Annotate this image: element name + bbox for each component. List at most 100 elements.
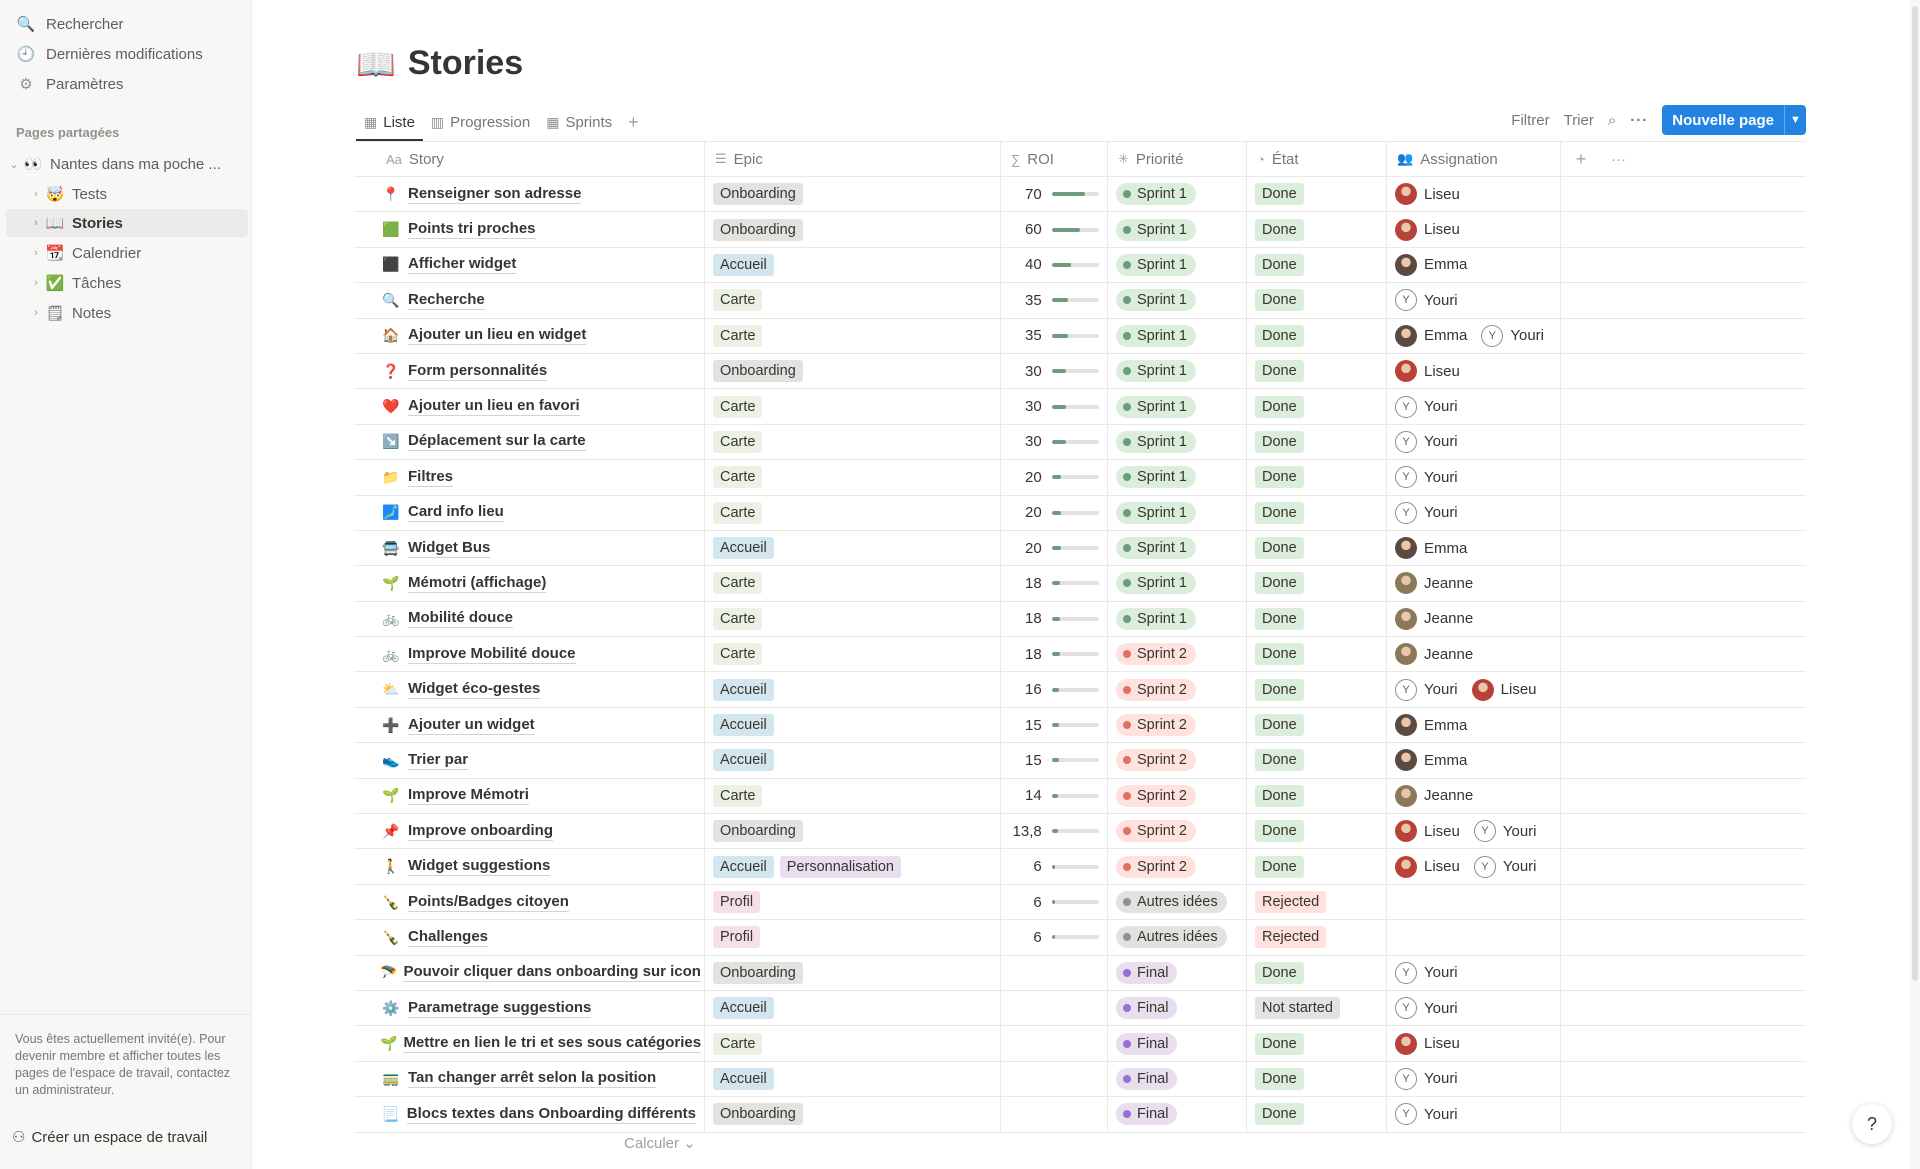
table-row[interactable]: 🟩 Points tri proches Onboarding 60 Sprint 1 D… [354, 212, 1806, 248]
table-row[interactable]: 👟 Trier par Accueil 15 Sprint 2 Done Emma [354, 743, 1806, 779]
priority-cell[interactable]: Sprint 1 [1108, 177, 1247, 212]
sort-button[interactable]: Trier [1563, 111, 1594, 129]
roi-cell[interactable]: 35 [1001, 283, 1108, 318]
status-cell[interactable]: Not started [1247, 990, 1387, 1026]
priority-cell[interactable]: Sprint 1 [1108, 566, 1247, 601]
roi-cell[interactable]: 13,8 [1001, 814, 1108, 849]
story-title[interactable]: Trier par [408, 750, 469, 770]
assignee-cell[interactable]: Emma [1387, 247, 1561, 283]
assignee-cell[interactable]: Jeanne [1387, 601, 1561, 637]
status-cell[interactable]: Done [1247, 955, 1387, 990]
priority-cell[interactable]: Sprint 2 [1108, 743, 1247, 778]
status-cell[interactable]: Done [1247, 672, 1387, 707]
story-cell[interactable]: 🚶 Widget suggestions [354, 849, 705, 884]
story-cell[interactable]: 🌱 Mémotri (affichage) [354, 566, 705, 601]
priority-cell[interactable]: Sprint 2 [1108, 672, 1247, 707]
table-row[interactable]: 🔍 Recherche Carte 35 Sprint 1 Done Y Youri [354, 283, 1806, 319]
table-row[interactable]: 🪂 Pouvoir cliquer dans onboarding sur ico… [354, 955, 1806, 991]
story-cell[interactable]: 🚲 Mobilité douce [354, 601, 705, 637]
story-cell[interactable]: 🍾 Challenges [354, 920, 705, 955]
status-cell[interactable]: Done [1247, 318, 1387, 353]
assignee-cell[interactable]: Y Youri [1387, 460, 1561, 495]
status-cell[interactable]: Done [1247, 530, 1387, 566]
story-cell[interactable]: 👟 Trier par [354, 743, 705, 778]
table-row[interactable]: 🌱 Mettre en lien le tri et ses sous catég… [354, 1026, 1806, 1062]
story-cell[interactable]: 🌱 Improve Mémotri [354, 778, 705, 814]
sidebar-item-calendrier[interactable]: › 📆 Calendrier [6, 239, 248, 267]
roi-cell[interactable]: 14 [1001, 778, 1108, 814]
story-cell[interactable]: 🍾 Points/Badges citoyen [354, 884, 705, 920]
epic-cell[interactable]: Onboarding [705, 177, 1001, 212]
table-row[interactable]: 📁 Filtres Carte 20 Sprint 1 Done Y Youri [354, 460, 1806, 496]
story-cell[interactable]: 📃 Blocs textes dans Onboarding différents [354, 1097, 705, 1132]
priority-cell[interactable]: Final [1108, 1026, 1247, 1061]
roi-cell[interactable] [1001, 990, 1108, 1026]
table-row[interactable]: ➕ Ajouter un widget Accueil 15 Sprint 2 Done E… [354, 707, 1806, 744]
story-title[interactable]: Improve Mobilité douce [408, 644, 576, 664]
story-cell[interactable]: 🏠 Ajouter un lieu en widget [354, 318, 705, 353]
story-cell[interactable]: ➕ Ajouter un widget [354, 707, 705, 743]
roi-cell[interactable]: 60 [1001, 212, 1108, 247]
status-cell[interactable]: Done [1247, 353, 1387, 389]
story-title[interactable]: Card info lieu [408, 503, 504, 523]
epic-cell[interactable]: Carte [705, 495, 1001, 530]
epic-cell[interactable]: Carte [705, 566, 1001, 601]
chevron-down-icon[interactable]: ▼ [1784, 105, 1806, 135]
priority-cell[interactable]: Autres idées [1108, 884, 1247, 920]
roi-cell[interactable]: 6 [1001, 920, 1108, 955]
status-cell[interactable]: Done [1247, 1026, 1387, 1061]
table-row[interactable]: 🚲 Mobilité douce Carte 18 Sprint 1 Done Jeann… [354, 601, 1806, 638]
new-page-label[interactable]: Nouvelle page [1672, 111, 1774, 129]
assignee-cell[interactable]: Liseu [1387, 177, 1561, 212]
roi-cell[interactable]: 6 [1001, 884, 1108, 920]
page-title[interactable]: 📖 Stories [356, 44, 523, 83]
column-roi[interactable]: ∑ ROI [1001, 142, 1108, 176]
epic-cell[interactable]: Carte [705, 424, 1001, 460]
story-cell[interactable]: 🚲 Improve Mobilité douce [354, 637, 705, 672]
priority-cell[interactable]: Sprint 2 [1108, 778, 1247, 814]
priority-cell[interactable]: Sprint 1 [1108, 601, 1247, 637]
epic-cell[interactable]: Carte [705, 318, 1001, 353]
story-cell[interactable]: 🪂 Pouvoir cliquer dans onboarding sur ico… [354, 955, 705, 990]
priority-cell[interactable]: Sprint 1 [1108, 283, 1247, 318]
epic-cell[interactable]: Accueil [705, 743, 1001, 778]
assignee-cell[interactable]: Y Youri [1387, 1097, 1561, 1132]
table-row[interactable]: 📃 Blocs textes dans Onboarding différents… [354, 1097, 1806, 1133]
status-cell[interactable]: Done [1247, 637, 1387, 672]
priority-cell[interactable]: Sprint 2 [1108, 814, 1247, 849]
sidebar-item-nantes[interactable]: ⌄ 👀 Nantes dans ma poche ... [6, 150, 248, 178]
assignee-cell[interactable]: Liseu [1387, 212, 1561, 247]
priority-cell[interactable]: Final [1108, 1061, 1247, 1097]
assignee-cell[interactable]: Liseu [1387, 353, 1561, 389]
column-story[interactable]: Aa Story [354, 142, 705, 176]
tab-sprints[interactable]: ▦ Sprints [538, 104, 620, 140]
status-cell[interactable]: Rejected [1247, 920, 1387, 955]
priority-cell[interactable]: Sprint 1 [1108, 530, 1247, 566]
table-row[interactable]: 🚍 Widget Bus Accueil 20 Sprint 1 Done Emma [354, 530, 1806, 567]
assignee-cell[interactable]: Y Youri [1387, 283, 1561, 318]
roi-cell[interactable] [1001, 1097, 1108, 1132]
priority-cell[interactable]: Sprint 2 [1108, 849, 1247, 884]
roi-cell[interactable]: 18 [1001, 566, 1108, 601]
roi-cell[interactable]: 40 [1001, 247, 1108, 283]
epic-cell[interactable]: Onboarding [705, 814, 1001, 849]
story-title[interactable]: Blocs textes dans Onboarding différents [406, 1104, 696, 1124]
assignee-cell[interactable]: Y Youri [1387, 424, 1561, 460]
sidebar-search[interactable]: 🔍 Rechercher [16, 10, 124, 38]
story-title[interactable]: Challenges [408, 927, 489, 947]
status-cell[interactable]: Done [1247, 743, 1387, 778]
scrollbar-thumb[interactable] [1912, 6, 1918, 981]
assignee-cell[interactable]: Liseu Y Youri [1387, 849, 1561, 884]
assignee-cell[interactable]: Jeanne [1387, 637, 1561, 672]
epic-cell[interactable]: Onboarding [705, 1097, 1001, 1132]
roi-cell[interactable] [1001, 1061, 1108, 1097]
story-title[interactable]: Renseigner son adresse [408, 184, 582, 204]
roi-cell[interactable]: 30 [1001, 389, 1108, 424]
epic-cell[interactable]: Accueil [705, 672, 1001, 707]
priority-cell[interactable]: Sprint 2 [1108, 637, 1247, 672]
assignee-cell[interactable]: Emma Y Youri [1387, 318, 1561, 353]
sidebar-item-notes[interactable]: › 🗒 Notes [6, 299, 248, 327]
roi-cell[interactable]: 16 [1001, 672, 1108, 707]
sidebar-recent-changes[interactable]: 🕘 Dernières modifications [16, 40, 203, 68]
search-icon[interactable]: ⌕ [1607, 111, 1617, 129]
